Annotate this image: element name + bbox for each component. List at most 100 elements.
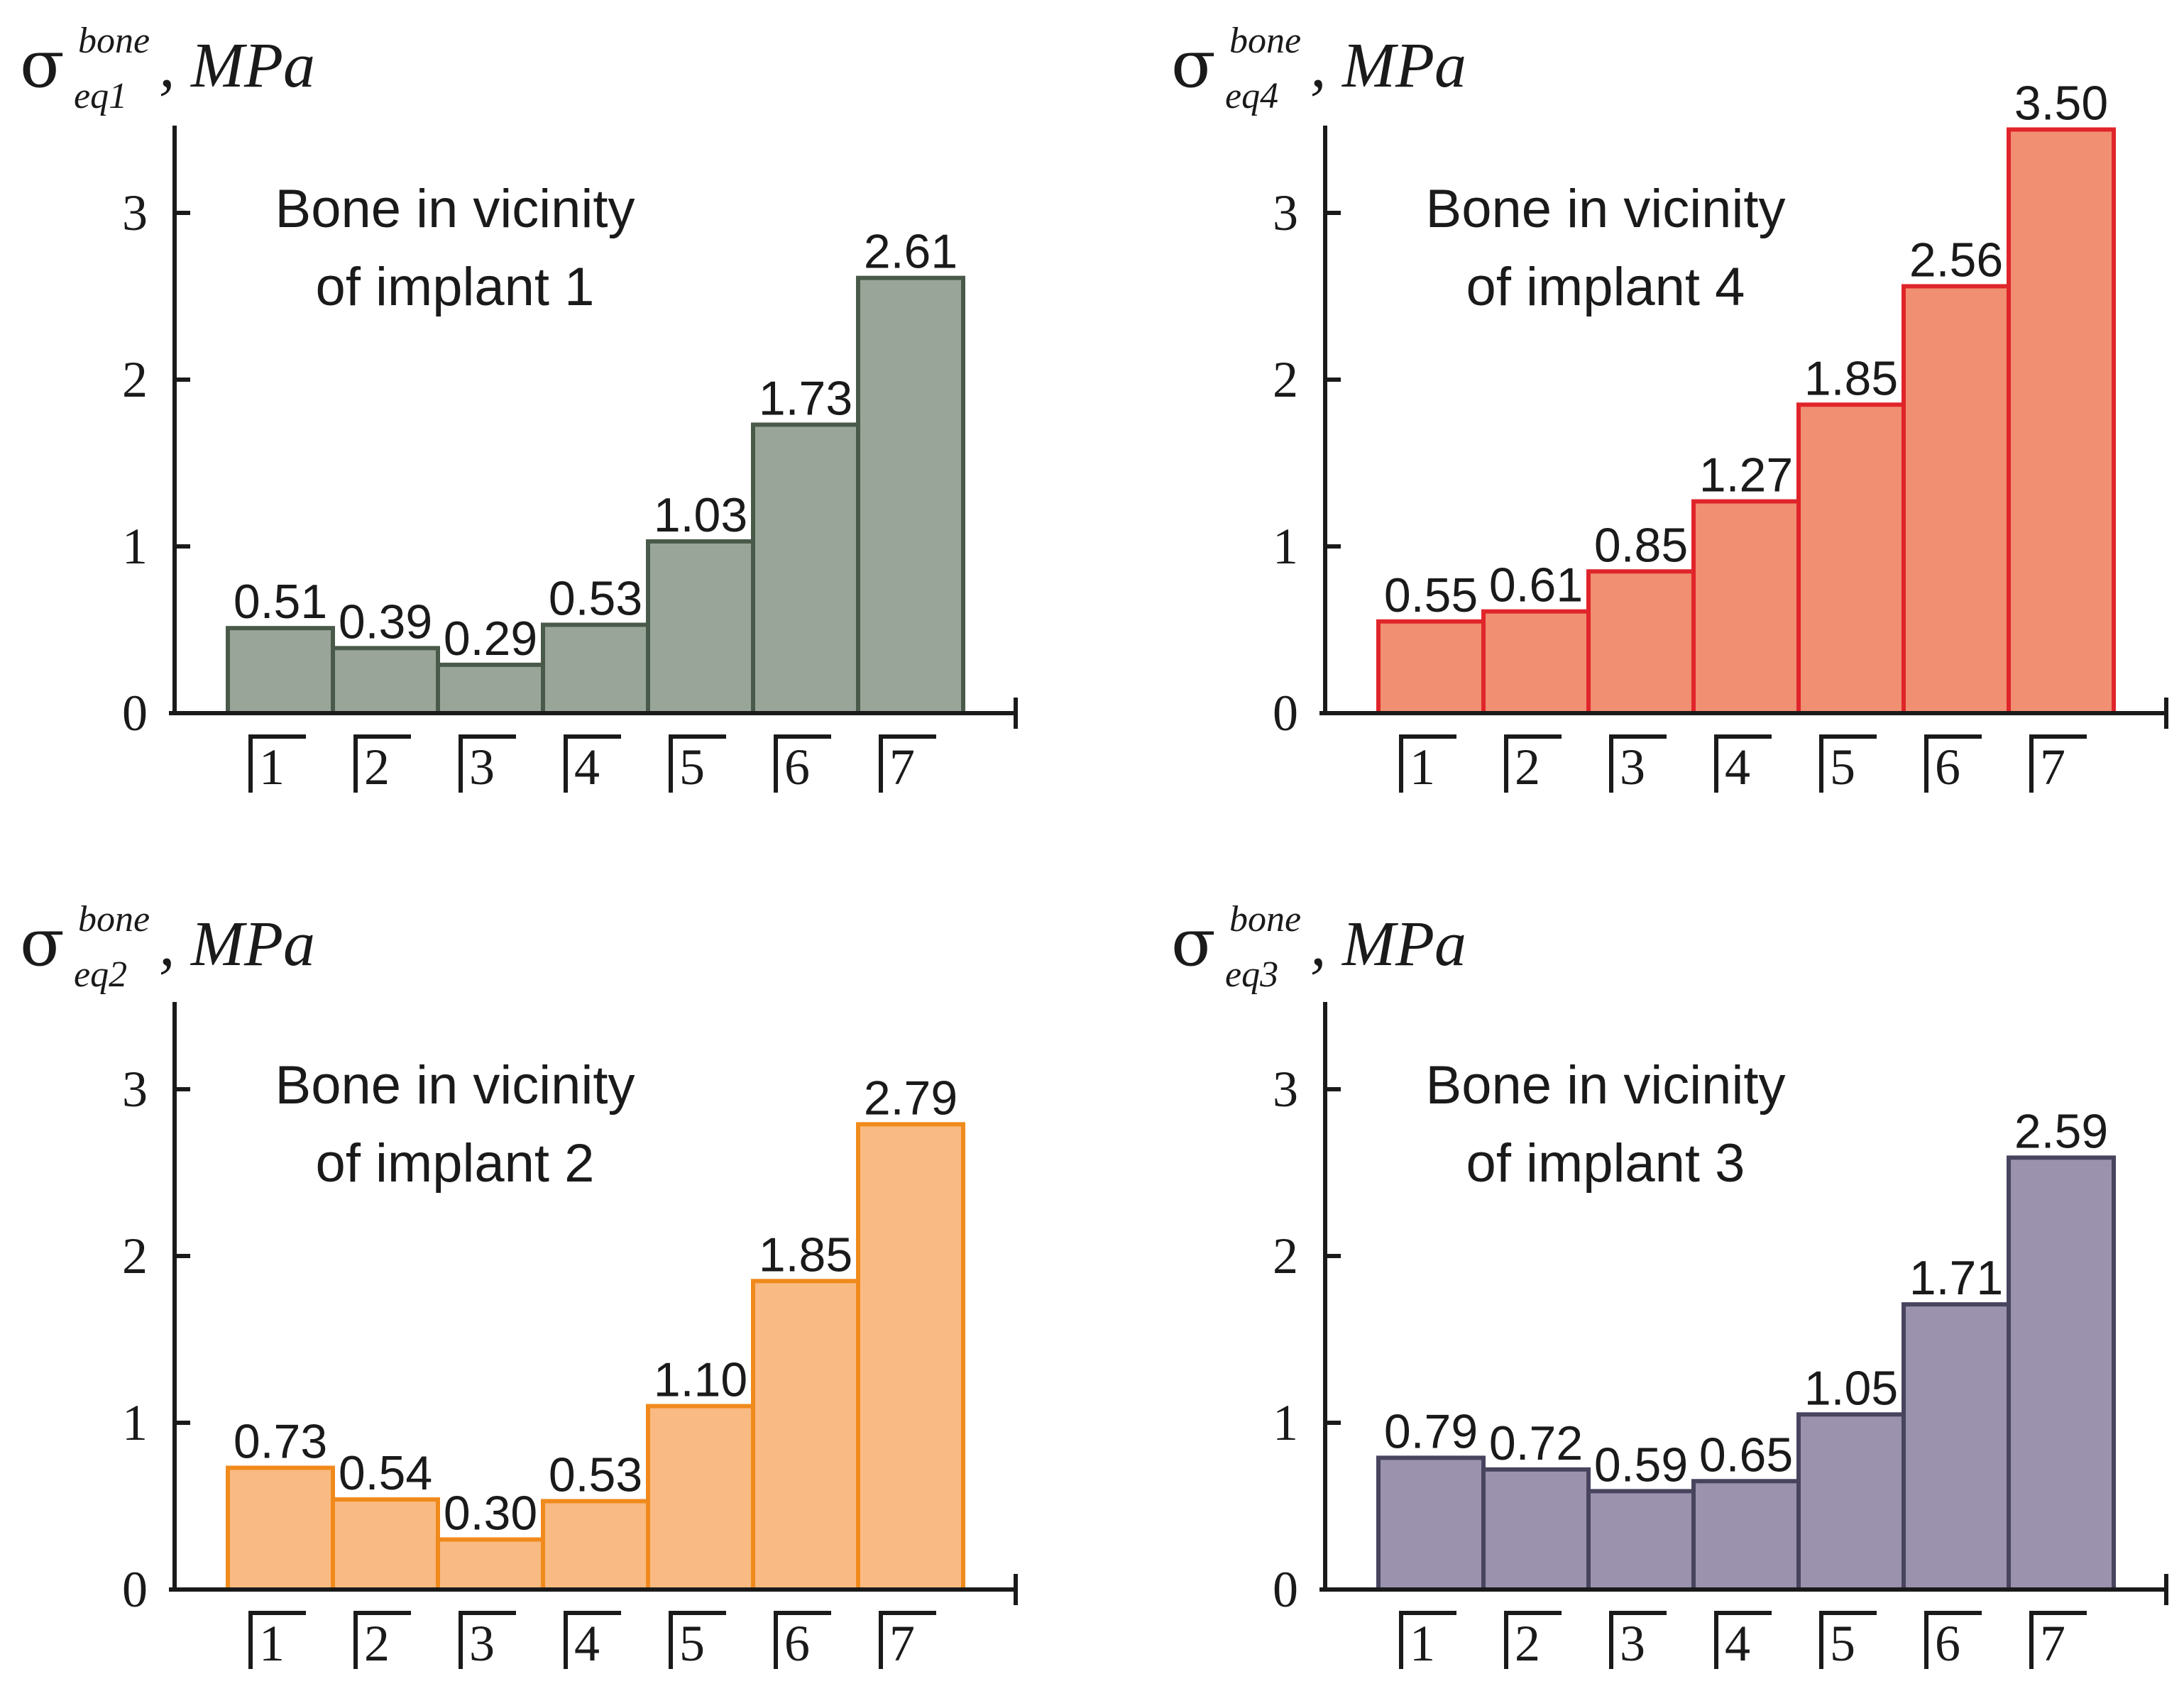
y-label-symbol: σ [1171, 905, 1216, 981]
category-bracket-4 [564, 1611, 621, 1669]
category-label-2: 2 [364, 1615, 390, 1672]
category-label-5: 5 [679, 1615, 705, 1672]
bar-3 [1586, 569, 1696, 715]
value-label-4: 0.53 [549, 1448, 642, 1502]
y-tick-label-1: 1 [122, 518, 148, 575]
bar-7 [2007, 1155, 2116, 1592]
category-label-3: 3 [1620, 1615, 1645, 1672]
chart-title-line-1: Bone in vicinity [275, 1055, 635, 1116]
value-label-5: 1.10 [654, 1353, 747, 1407]
category-bracket-6 [774, 734, 831, 793]
category-bracket-1 [1399, 1611, 1456, 1669]
bar-2 [1481, 609, 1591, 716]
bar-6 [1902, 1302, 2011, 1592]
chart-title-line-2: of implant 1 [316, 257, 595, 317]
category-label-7: 7 [889, 1615, 915, 1672]
bar-5 [1796, 1412, 1906, 1592]
y-label-unit: , MPa [1310, 909, 1466, 979]
y-tick-label-2: 2 [122, 351, 148, 408]
category-label-4: 4 [1725, 739, 1750, 795]
category-bracket-3 [459, 734, 516, 793]
chart-title-line-1: Bone in vicinity [275, 179, 635, 239]
value-label-7: 2.59 [2014, 1104, 2108, 1158]
category-bracket-5 [1819, 1611, 1877, 1669]
value-label-3: 0.29 [444, 612, 537, 666]
category-label-4: 4 [574, 739, 600, 795]
y-tick-label-2: 2 [1273, 351, 1298, 408]
bar-1 [226, 626, 335, 716]
y-label-subscript: eq1 [74, 76, 127, 116]
y-axis-label: σ bone eq2 , MPa [20, 899, 315, 995]
y-tick-label-3: 3 [1273, 1061, 1298, 1118]
bar-4 [541, 622, 650, 716]
y-label-subscript: eq2 [74, 954, 127, 995]
value-label-4: 1.27 [1699, 448, 1793, 502]
category-label-6: 6 [1935, 1615, 1960, 1672]
category-label-1: 1 [1410, 1615, 1435, 1672]
bar-6 [751, 422, 860, 715]
bar-3 [436, 662, 545, 715]
bar-7 [856, 275, 965, 715]
category-bracket-2 [353, 1611, 411, 1669]
category-bracket-1 [248, 1611, 306, 1669]
y-label-unit: , MPa [159, 909, 315, 979]
category-bracket-5 [669, 1611, 726, 1669]
y-label-unit: , MPa [1310, 31, 1466, 101]
y-tick-label-3: 3 [1273, 184, 1298, 241]
value-label-6: 1.85 [759, 1228, 852, 1282]
category-bracket-3 [1609, 1611, 1667, 1669]
y-tick-label-1: 1 [1273, 1394, 1298, 1451]
category-label-7: 7 [2040, 1615, 2065, 1672]
category-label-7: 7 [2040, 739, 2065, 795]
y-label-superscript: bone [1229, 21, 1301, 61]
category-label-3: 3 [469, 1615, 495, 1672]
category-bracket-6 [1924, 1611, 1982, 1669]
value-label-2: 0.54 [339, 1446, 432, 1500]
bar-5 [646, 539, 755, 716]
value-label-1: 0.73 [234, 1414, 327, 1468]
category-bracket-4 [1714, 734, 1772, 793]
category-bracket-1 [1399, 734, 1456, 793]
chart-title-line-1: Bone in vicinity [1426, 179, 1786, 239]
y-tick-label-2: 2 [122, 1228, 148, 1284]
value-label-1: 0.55 [1384, 568, 1478, 622]
category-label-2: 2 [364, 739, 390, 795]
category-label-6: 6 [784, 739, 810, 795]
category-bracket-1 [248, 734, 306, 793]
category-label-4: 4 [1725, 1615, 1750, 1672]
bar-7 [2007, 127, 2116, 715]
bar-3 [436, 1537, 545, 1592]
chart-title-line-2: of implant 2 [316, 1133, 595, 1194]
chart-panel-top-left: σ bone eq1 , MPa Bone in vicinity of implant … [20, 21, 1018, 795]
bar-5 [646, 1404, 755, 1592]
bar-4 [1691, 1479, 1801, 1592]
value-label-2: 0.61 [1489, 558, 1583, 612]
category-label-2: 2 [1515, 739, 1540, 795]
chart-panel-top-right: σ bone eq4 , MPa Bone in vicinity of implant … [1171, 21, 2168, 795]
value-label-4: 0.65 [1699, 1428, 1793, 1482]
category-bracket-4 [564, 734, 621, 793]
y-tick-label-3: 3 [122, 1061, 148, 1118]
y-label-superscript: bone [78, 899, 150, 940]
chart-title-line-1: Bone in vicinity [1426, 1055, 1786, 1116]
category-label-4: 4 [574, 1615, 600, 1672]
bar-5 [1796, 402, 1906, 715]
bar-6 [1902, 284, 2011, 715]
bar-6 [751, 1279, 860, 1592]
value-label-3: 0.85 [1594, 518, 1688, 572]
category-bracket-2 [353, 734, 411, 793]
value-label-6: 1.73 [759, 371, 852, 425]
value-label-1: 0.79 [1384, 1404, 1478, 1458]
y-axis-label: σ bone eq3 , MPa [1171, 899, 1466, 995]
bar-2 [331, 646, 440, 715]
y-label-symbol: σ [20, 905, 65, 981]
value-label-3: 0.59 [1594, 1438, 1688, 1492]
y-tick-label-1: 1 [1273, 518, 1298, 575]
y-label-subscript: eq4 [1225, 76, 1278, 116]
category-bracket-5 [669, 734, 726, 793]
value-label-2: 0.39 [339, 595, 432, 649]
category-bracket-7 [879, 734, 936, 793]
y-label-symbol: σ [1171, 26, 1216, 102]
chart-title-line-2: of implant 4 [1466, 257, 1745, 317]
